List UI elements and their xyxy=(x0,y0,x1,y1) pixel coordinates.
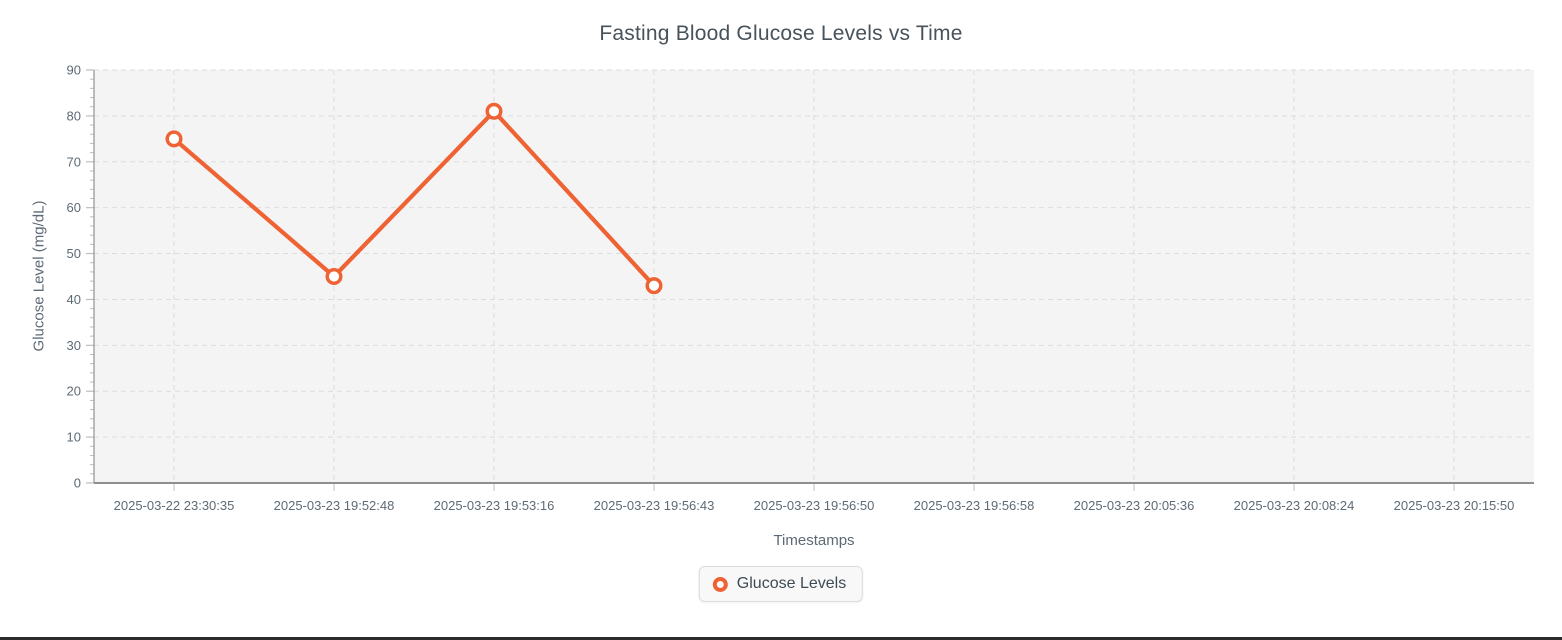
y-tick-label: 50 xyxy=(67,246,81,261)
legend-item-glucose-levels[interactable]: Glucose Levels xyxy=(698,566,864,602)
data-point-marker[interactable] xyxy=(325,268,343,286)
legend-label: Glucose Levels xyxy=(736,575,847,592)
y-tick-label: 40 xyxy=(67,292,81,307)
series-line xyxy=(171,109,657,288)
legend-marker-icon xyxy=(712,576,728,592)
y-tick-label: 30 xyxy=(67,338,81,353)
y-tick-label: 70 xyxy=(67,154,81,169)
y-tick-label: 60 xyxy=(67,200,81,215)
y-tick-label: 10 xyxy=(67,430,81,445)
bottom-border-line xyxy=(0,637,1562,640)
x-tick-label: 2025-03-23 20:05:36 xyxy=(1074,498,1195,513)
x-tick-label: 2025-03-23 19:56:50 xyxy=(754,498,875,513)
x-tick-label: 2025-03-23 20:08:24 xyxy=(1234,498,1355,513)
data-point-marker[interactable] xyxy=(645,277,663,295)
y-tick-label: 20 xyxy=(67,384,81,399)
data-point-marker[interactable] xyxy=(485,102,503,120)
y-tick-label: 80 xyxy=(67,108,81,123)
y-tick-label: 0 xyxy=(74,476,81,491)
x-tick-label: 2025-03-23 19:56:43 xyxy=(594,498,715,513)
x-axis-title: Timestamps xyxy=(773,532,855,549)
x-tick-label: 2025-03-23 20:15:50 xyxy=(1394,498,1515,513)
x-tick-label: 2025-03-23 19:53:16 xyxy=(434,498,555,513)
data-point-marker[interactable] xyxy=(165,130,183,148)
x-tick-label: 2025-03-22 23:30:35 xyxy=(114,498,235,513)
x-tick-label: 2025-03-23 19:56:58 xyxy=(914,498,1035,513)
y-axis-title: Glucose Level (mg/dL) xyxy=(30,200,48,352)
chart-title: Fasting Blood Glucose Levels vs Time xyxy=(599,22,963,45)
y-tick-label: 90 xyxy=(67,63,81,78)
x-tick-label: 2025-03-23 19:52:48 xyxy=(274,498,395,513)
